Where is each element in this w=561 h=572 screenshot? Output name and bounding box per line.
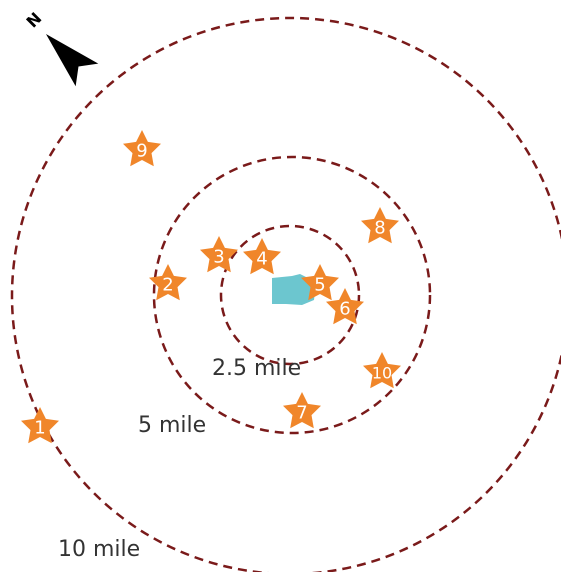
ring-2-5-mile — [219, 224, 361, 366]
marker-9[interactable]: 9 — [123, 130, 161, 167]
star-icon — [149, 264, 187, 301]
ring-label-10-mile: 10 mile — [58, 537, 140, 562]
marker-4[interactable]: 4 — [243, 238, 281, 275]
marker-2[interactable]: 2 — [149, 264, 187, 301]
north-arrow-icon — [45, 33, 99, 87]
marker-1-label: 1 — [34, 418, 45, 439]
marker-3-label: 3 — [213, 247, 224, 268]
marker-5-label: 5 — [314, 275, 325, 296]
marker-8-label: 8 — [374, 218, 385, 239]
marker-7-label: 7 — [296, 403, 307, 424]
star-icon — [200, 236, 238, 273]
ring-label-5-mile: 5 mile — [138, 413, 206, 438]
marker-8[interactable]: 8 — [361, 207, 399, 244]
marker-5[interactable]: 5 — [301, 264, 339, 301]
marker-3[interactable]: 3 — [200, 236, 238, 273]
star-icon — [326, 288, 364, 325]
distance-rings — [10, 16, 561, 572]
marker-6[interactable]: 6 — [326, 288, 364, 325]
star-icon — [363, 352, 401, 389]
north-label: N — [23, 9, 46, 32]
marker-1[interactable]: 1 — [21, 407, 59, 444]
markers: 1 2 3 4 5 6 7 8 — [21, 130, 401, 444]
star-icon — [21, 407, 59, 444]
ring-label-2-5-mile: 2.5 mile — [212, 356, 301, 381]
marker-9-label: 9 — [136, 141, 147, 162]
marker-2-label: 2 — [162, 275, 173, 296]
site-polygon-icon — [272, 274, 316, 305]
marker-10[interactable]: 10 — [363, 352, 401, 389]
center-site — [272, 274, 316, 305]
marker-4-label: 4 — [256, 249, 267, 270]
star-icon — [123, 130, 161, 167]
ring-5-mile — [152, 155, 432, 435]
ring-10-mile — [10, 16, 561, 572]
star-icon — [243, 238, 281, 275]
star-icon — [283, 392, 321, 429]
marker-7[interactable]: 7 — [283, 392, 321, 429]
marker-10-label: 10 — [372, 364, 392, 383]
marker-6-label: 6 — [339, 299, 350, 320]
star-icon — [301, 264, 339, 301]
north-arrow: N — [23, 9, 99, 87]
star-icon — [361, 207, 399, 244]
